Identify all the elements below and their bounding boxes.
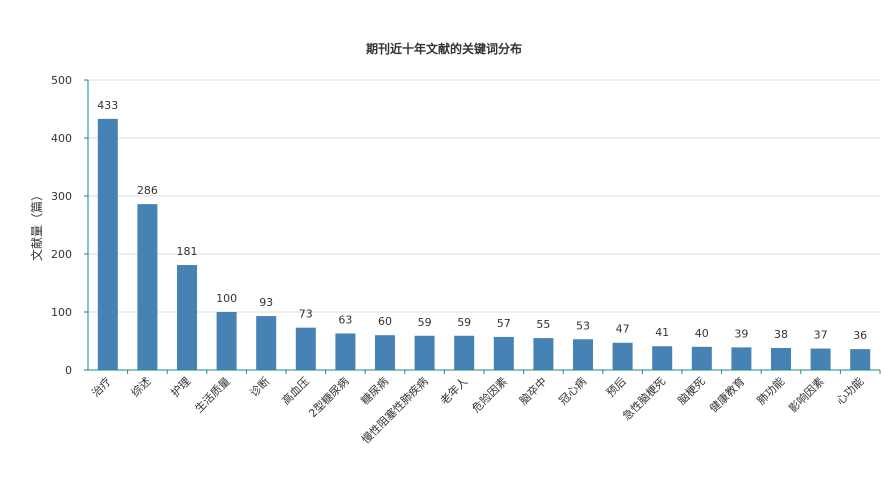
x-tick-label: 慢性阻塞性肺疾病 (359, 374, 431, 446)
data-label: 41 (655, 326, 669, 339)
data-label: 100 (216, 292, 237, 305)
data-label: 37 (814, 329, 828, 342)
data-label: 55 (536, 318, 550, 331)
bar[interactable] (414, 335, 435, 370)
data-label: 40 (695, 327, 709, 340)
data-label: 60 (378, 315, 392, 328)
bar[interactable] (256, 316, 277, 370)
bar[interactable] (573, 339, 593, 370)
bar[interactable] (177, 265, 197, 370)
bar[interactable] (216, 312, 237, 370)
x-tick-label: 冠心病 (556, 374, 589, 407)
bar[interactable] (97, 118, 118, 370)
y-tick-label: 200 (51, 248, 72, 261)
x-tick-label: 健康教育 (707, 374, 748, 415)
x-tick-label: 危险因素 (469, 374, 510, 415)
bar[interactable] (652, 346, 673, 370)
x-tick-label: 肺功能 (754, 374, 787, 407)
bar[interactable] (810, 348, 831, 370)
bar[interactable] (375, 335, 395, 370)
data-label: 47 (616, 323, 630, 336)
bar[interactable] (771, 347, 791, 370)
data-label: 73 (299, 308, 313, 321)
bars (97, 118, 871, 370)
bar[interactable] (295, 327, 316, 370)
data-label: 59 (457, 316, 471, 329)
x-tick-label: 急性脑梗死 (620, 374, 669, 423)
data-label: 181 (177, 245, 198, 258)
data-label: 53 (576, 319, 590, 332)
data-label: 433 (97, 99, 118, 112)
bar[interactable] (691, 346, 712, 370)
x-tick-label: 高血压 (279, 374, 312, 407)
data-label: 36 (853, 329, 867, 342)
x-tick-label: 2型糖尿病 (306, 374, 352, 420)
y-axis-label: 文献量（篇） (29, 189, 44, 261)
data-label: 59 (418, 316, 432, 329)
x-tick-label: 影响因素 (786, 375, 826, 415)
x-tick-label: 诊断 (247, 374, 272, 399)
x-tick-label: 脑梗死 (675, 374, 708, 407)
chart-title: 期刊近十年文献的关键词分布 (366, 41, 522, 56)
data-label: 63 (338, 313, 352, 326)
x-tick-label: 综述 (128, 374, 153, 399)
data-label: 57 (497, 317, 511, 330)
bar[interactable] (335, 333, 356, 370)
labels: 0 100 200 300 400 500 433 治疗 286 综述 181 护理 100 生活质量 93… (51, 74, 867, 446)
axes (84, 79, 881, 374)
gridlines (88, 79, 880, 313)
bar[interactable] (533, 338, 554, 370)
bar[interactable] (454, 335, 475, 370)
data-label: 38 (774, 328, 788, 341)
x-tick-label: 预后 (604, 375, 629, 400)
bar[interactable] (731, 347, 752, 370)
bar[interactable] (137, 204, 158, 370)
bar[interactable] (612, 342, 633, 370)
x-tick-label: 护理 (168, 374, 193, 399)
data-label: 286 (137, 184, 158, 197)
x-tick-label: 生活质量 (192, 374, 233, 415)
y-tick-label: 400 (51, 132, 72, 145)
data-label: 39 (734, 327, 748, 340)
y-tick-label: 0 (65, 364, 72, 377)
bar[interactable] (850, 349, 871, 370)
x-tick-label: 糖尿病 (358, 374, 391, 407)
x-tick-label: 脑卒中 (516, 374, 549, 407)
x-tick-label: 治疗 (88, 374, 113, 399)
y-tick-label: 300 (51, 190, 72, 203)
data-label: 93 (259, 296, 273, 309)
y-tick-label: 100 (51, 306, 72, 319)
y-tick-label: 500 (51, 74, 72, 87)
x-tick-label: 老年人 (437, 374, 470, 407)
bar[interactable] (493, 336, 514, 370)
x-tick-label: 心功能 (833, 374, 866, 407)
